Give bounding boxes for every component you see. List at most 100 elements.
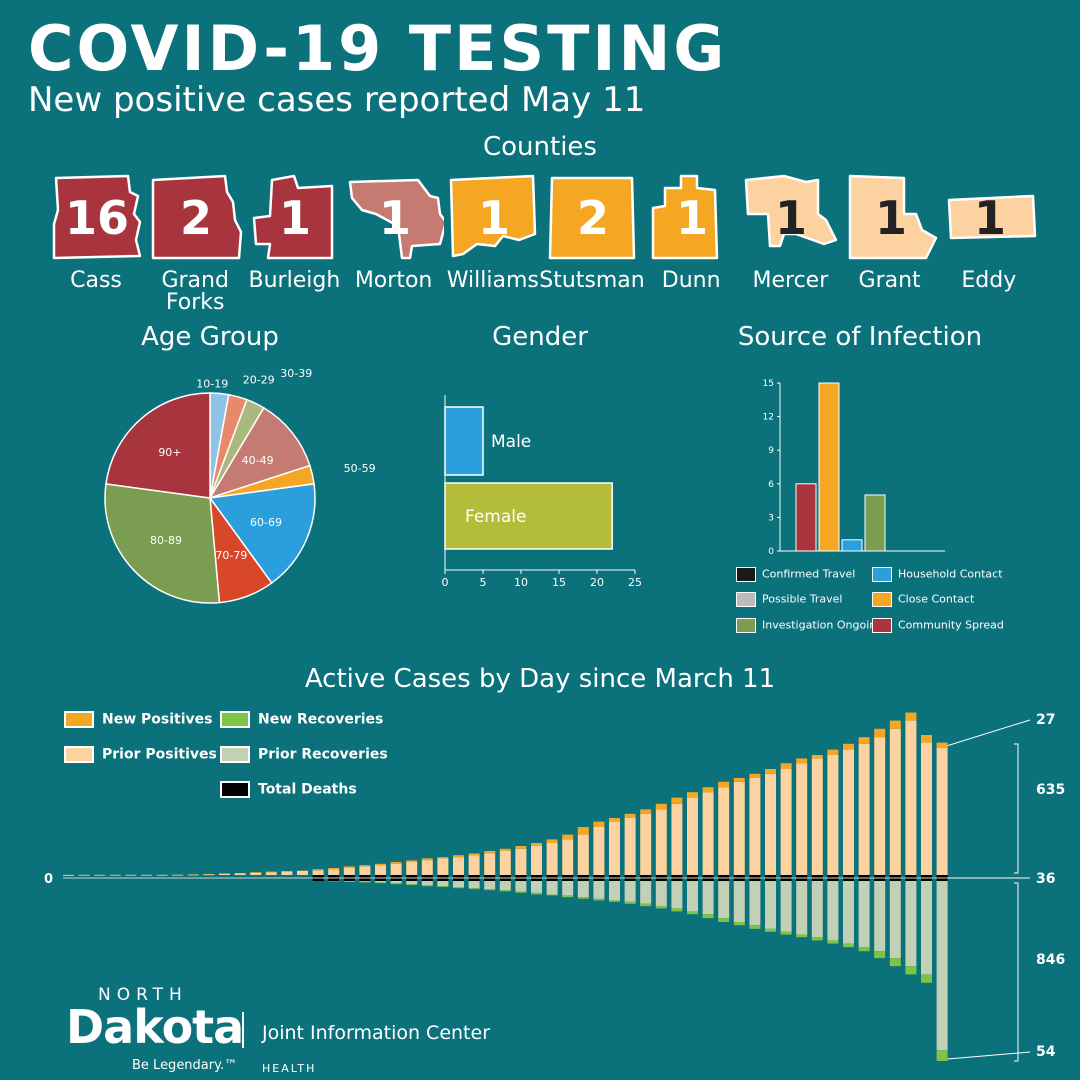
prior-recoveries-bar [562, 881, 574, 896]
age-group-title: Age Group [141, 322, 279, 352]
gender-title: Gender [492, 322, 588, 352]
zero-label: 0 [44, 872, 53, 887]
new-positives-bar [733, 778, 745, 782]
prior-recoveries-bar [780, 881, 792, 932]
new-positives-bar [343, 866, 355, 868]
active-legend-item: Prior Recoveries [220, 746, 388, 763]
county-name: Williams [446, 268, 539, 293]
new-positives-bar [702, 787, 714, 793]
pie-label: 10-19 [196, 377, 228, 390]
county-shape-path [151, 174, 243, 260]
joint-information-center-label: Joint Information Center [262, 1022, 491, 1044]
prior-positives-bar [468, 855, 480, 875]
legend-swatch [872, 618, 892, 633]
prior-positives-bar [687, 797, 698, 875]
gender-bar-label: Male [491, 432, 531, 452]
new-positives-bar [312, 869, 324, 871]
health-label: HEALTH [262, 1062, 317, 1075]
new-recoveries-bar [453, 887, 464, 889]
grand-forks-county-shape: 2 [151, 174, 243, 260]
new-recoveries-bar [421, 885, 433, 887]
new-positives-bar [250, 872, 262, 873]
new-positives-bar [655, 803, 667, 810]
pie-label: 80-89 [150, 534, 182, 547]
new-recoveries-count: 54 [1036, 1044, 1056, 1060]
new-recoveries-bar [874, 951, 886, 959]
county-shape-path [745, 174, 838, 248]
source-legend-item: Community Spread [872, 618, 1004, 633]
logo-tagline: Be Legendary.™ [132, 1058, 238, 1073]
county-shape-path [52, 174, 142, 260]
gender-tick-label: 20 [590, 576, 604, 589]
county-count: 1 [676, 191, 708, 245]
new-recoveries-bar [640, 903, 652, 907]
prior-positives-bar [437, 858, 449, 875]
source-legend-item: Close Contact [872, 592, 974, 607]
new-recoveries-bar [811, 937, 823, 941]
prior-recoveries-bar [421, 881, 433, 885]
prior-positives-bar [359, 866, 371, 875]
prior-positives-count: 635 [1036, 782, 1065, 798]
prior-recoveries-bar [468, 881, 480, 889]
new-positives-bar [593, 821, 605, 827]
new-recoveries-bar [749, 925, 761, 929]
prior-positives-bar [624, 818, 636, 875]
new-positives-bar [453, 855, 464, 858]
pie-label: 50-59 [344, 462, 376, 475]
new-recoveries-bar [375, 882, 386, 884]
new-recoveries-bar [702, 914, 714, 919]
new-recoveries-bar [889, 958, 901, 967]
prior-recoveries-bar [343, 881, 355, 882]
prior-recoveries-bar [375, 881, 386, 883]
county-name: Morton [354, 268, 433, 293]
prior-positives-bar [141, 874, 152, 876]
prior-recoveries-bar [453, 881, 464, 887]
prior-recoveries-bar [858, 881, 870, 948]
prior-recoveries-bar [843, 881, 854, 944]
legend-swatch [64, 746, 94, 763]
prior-positives-bar [421, 860, 433, 875]
prior-positives-bar [265, 872, 277, 875]
county-name: Stutsman [539, 268, 645, 293]
new-positives-bar [265, 871, 277, 873]
source-tick-label: 3 [768, 513, 774, 523]
county-count: 2 [180, 191, 212, 245]
prior-recoveries-bar [905, 881, 917, 967]
pie-label: 90+ [158, 446, 181, 459]
new-recoveries-bar [593, 898, 605, 901]
prior-positives-bar [281, 871, 293, 875]
source-bar-community-spread [795, 483, 817, 552]
prior-positives-bar [515, 848, 527, 875]
new-recoveries-bar [531, 892, 542, 895]
prior-positives-bar [484, 853, 496, 875]
county-grant: 1 [844, 174, 937, 264]
new-positives-bar [468, 853, 480, 856]
prior-positives-bar [78, 874, 90, 876]
legend-swatch [872, 567, 892, 582]
prior-positives-bar [546, 843, 558, 875]
county-count: 1 [974, 191, 1006, 245]
new-recoveries-bar [562, 895, 574, 898]
prior-positives-bar [749, 778, 761, 875]
prior-positives-bar [562, 839, 574, 875]
prior-recoveries-bar [749, 881, 761, 926]
burleigh-county-shape: 1 [253, 174, 334, 260]
new-positives-count: 27 [1036, 712, 1055, 728]
prior-recoveries-bar [437, 881, 449, 887]
legend-label: Close Contact [898, 592, 975, 606]
bracket [1014, 743, 1019, 874]
new-positives-bar [889, 720, 901, 729]
new-recoveries-bar [546, 894, 558, 896]
prior-positives-bar [531, 846, 542, 875]
pie-slice-90+ [105, 392, 211, 499]
gender-tick-label: 5 [480, 576, 487, 589]
active-legend-item: Prior Positives [64, 746, 217, 763]
prior-recoveries-bar [671, 881, 683, 909]
williams-county-shape: 1 [449, 174, 537, 258]
mercer-county-shape: 1 [745, 174, 838, 248]
prior-positives-bar [328, 869, 340, 875]
prior-recoveries-bar [733, 881, 745, 922]
new-recoveries-bar [655, 906, 667, 909]
prior-recoveries-bar [718, 881, 730, 919]
pointer-new-positives [947, 719, 1031, 747]
